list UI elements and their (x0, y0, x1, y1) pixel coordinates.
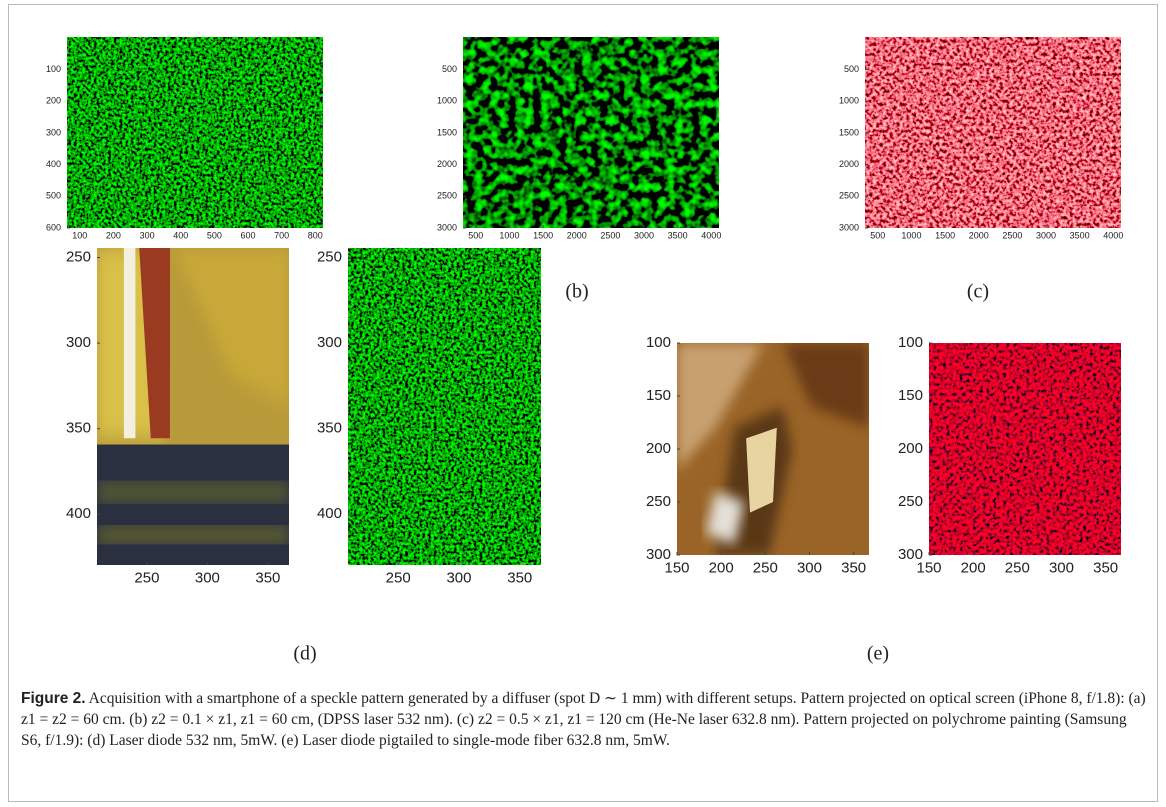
y-tick-label: 100 (646, 334, 671, 351)
caption-text: Acquisition with a smartphone of a speck… (21, 690, 1146, 749)
image (929, 343, 1121, 555)
x-tick-label: 700 (274, 230, 289, 240)
x-tick-label: 2000 (969, 230, 989, 240)
y-tick-label: 3000 (839, 222, 859, 232)
x-tick-label: 100 (72, 230, 87, 240)
x-tick-label: 350 (1093, 559, 1118, 576)
y-tick-label: 500 (442, 64, 457, 74)
y-tick-label: 250 (898, 493, 923, 510)
y-tick-label: 500 (46, 191, 61, 201)
panel-label: (e) (867, 643, 889, 665)
y-tick-label: 150 (646, 387, 671, 404)
x-tick-label: 200 (106, 230, 121, 240)
y-tick-label: 400 (317, 505, 342, 522)
x-tick-label: 2500 (600, 230, 620, 240)
x-tick-label: 350 (841, 559, 866, 576)
x-tick-label: 500 (468, 230, 483, 240)
y-tick-label: 300 (646, 546, 671, 563)
x-tick-label: 1000 (499, 230, 519, 240)
x-tick-label: 1500 (533, 230, 553, 240)
y-tick-label: 1500 (437, 127, 457, 137)
x-tick-label: 300 (797, 559, 822, 576)
panel-label: (d) (293, 643, 316, 665)
figure: (a)1002003004005006007008001002003004005… (0, 0, 1166, 807)
y-tick-label: 1000 (437, 96, 457, 106)
x-tick-label: 500 (870, 230, 885, 240)
x-tick-label: 3500 (1070, 230, 1090, 240)
caption-label: Figure 2. (21, 690, 86, 707)
y-tick-label: 2500 (437, 191, 457, 201)
x-tick-label: 350 (507, 569, 532, 586)
page: (a)1002003004005006007008001002003004005… (0, 0, 1166, 807)
y-tick-label: 3000 (437, 222, 457, 232)
y-tick-label: 1500 (839, 127, 859, 137)
x-tick-label: 250 (753, 559, 778, 576)
y-tick-label: 600 (46, 222, 61, 232)
x-tick-label: 2500 (1002, 230, 1022, 240)
x-tick-label: 2000 (567, 230, 587, 240)
x-tick-label: 300 (1049, 559, 1074, 576)
y-tick-label: 400 (46, 159, 61, 169)
y-tick-label: 2500 (839, 191, 859, 201)
x-tick-label: 300 (140, 230, 155, 240)
x-tick-label: 1500 (935, 230, 955, 240)
y-tick-label: 350 (66, 420, 91, 437)
y-tick-label: 300 (317, 334, 342, 351)
y-tick-label: 500 (844, 64, 859, 74)
y-tick-label: 250 (66, 248, 91, 265)
x-tick-label: 250 (134, 569, 159, 586)
image (97, 248, 289, 565)
y-tick-label: 1000 (839, 96, 859, 106)
y-tick-label: 200 (46, 96, 61, 106)
y-tick-label: 250 (317, 248, 342, 265)
y-tick-label: 200 (898, 440, 923, 457)
y-tick-label: 200 (646, 440, 671, 457)
x-tick-label: 4000 (1103, 230, 1123, 240)
x-tick-label: 3500 (668, 230, 688, 240)
x-tick-label: 300 (446, 569, 471, 586)
image (463, 37, 719, 228)
y-tick-label: 150 (898, 387, 923, 404)
y-tick-label: 300 (46, 127, 61, 137)
x-tick-label: 250 (1005, 559, 1030, 576)
image (348, 248, 541, 565)
x-tick-label: 350 (255, 569, 280, 586)
x-tick-label: 3000 (1036, 230, 1056, 240)
image (677, 343, 869, 555)
image (865, 37, 1121, 228)
x-tick-label: 4000 (701, 230, 721, 240)
x-tick-label: 250 (386, 569, 411, 586)
x-tick-label: 600 (241, 230, 256, 240)
panel-label: (c) (967, 281, 989, 303)
x-tick-label: 1000 (901, 230, 921, 240)
x-tick-label: 200 (709, 559, 734, 576)
y-tick-label: 250 (646, 493, 671, 510)
x-tick-label: 200 (961, 559, 986, 576)
x-tick-label: 400 (173, 230, 188, 240)
x-tick-label: 300 (195, 569, 220, 586)
y-tick-label: 2000 (839, 159, 859, 169)
y-tick-label: 300 (898, 546, 923, 563)
y-tick-label: 300 (66, 334, 91, 351)
x-tick-label: 3000 (634, 230, 654, 240)
y-tick-label: 100 (898, 334, 923, 351)
y-tick-label: 2000 (437, 159, 457, 169)
y-tick-label: 400 (66, 505, 91, 522)
panel-label: (b) (565, 281, 588, 303)
y-tick-label: 100 (46, 64, 61, 74)
x-tick-label: 800 (308, 230, 323, 240)
x-tick-label: 500 (207, 230, 222, 240)
image (67, 37, 323, 228)
y-tick-label: 350 (317, 420, 342, 437)
caption: Figure 2. Acquisition with a smartphone … (21, 688, 1146, 751)
